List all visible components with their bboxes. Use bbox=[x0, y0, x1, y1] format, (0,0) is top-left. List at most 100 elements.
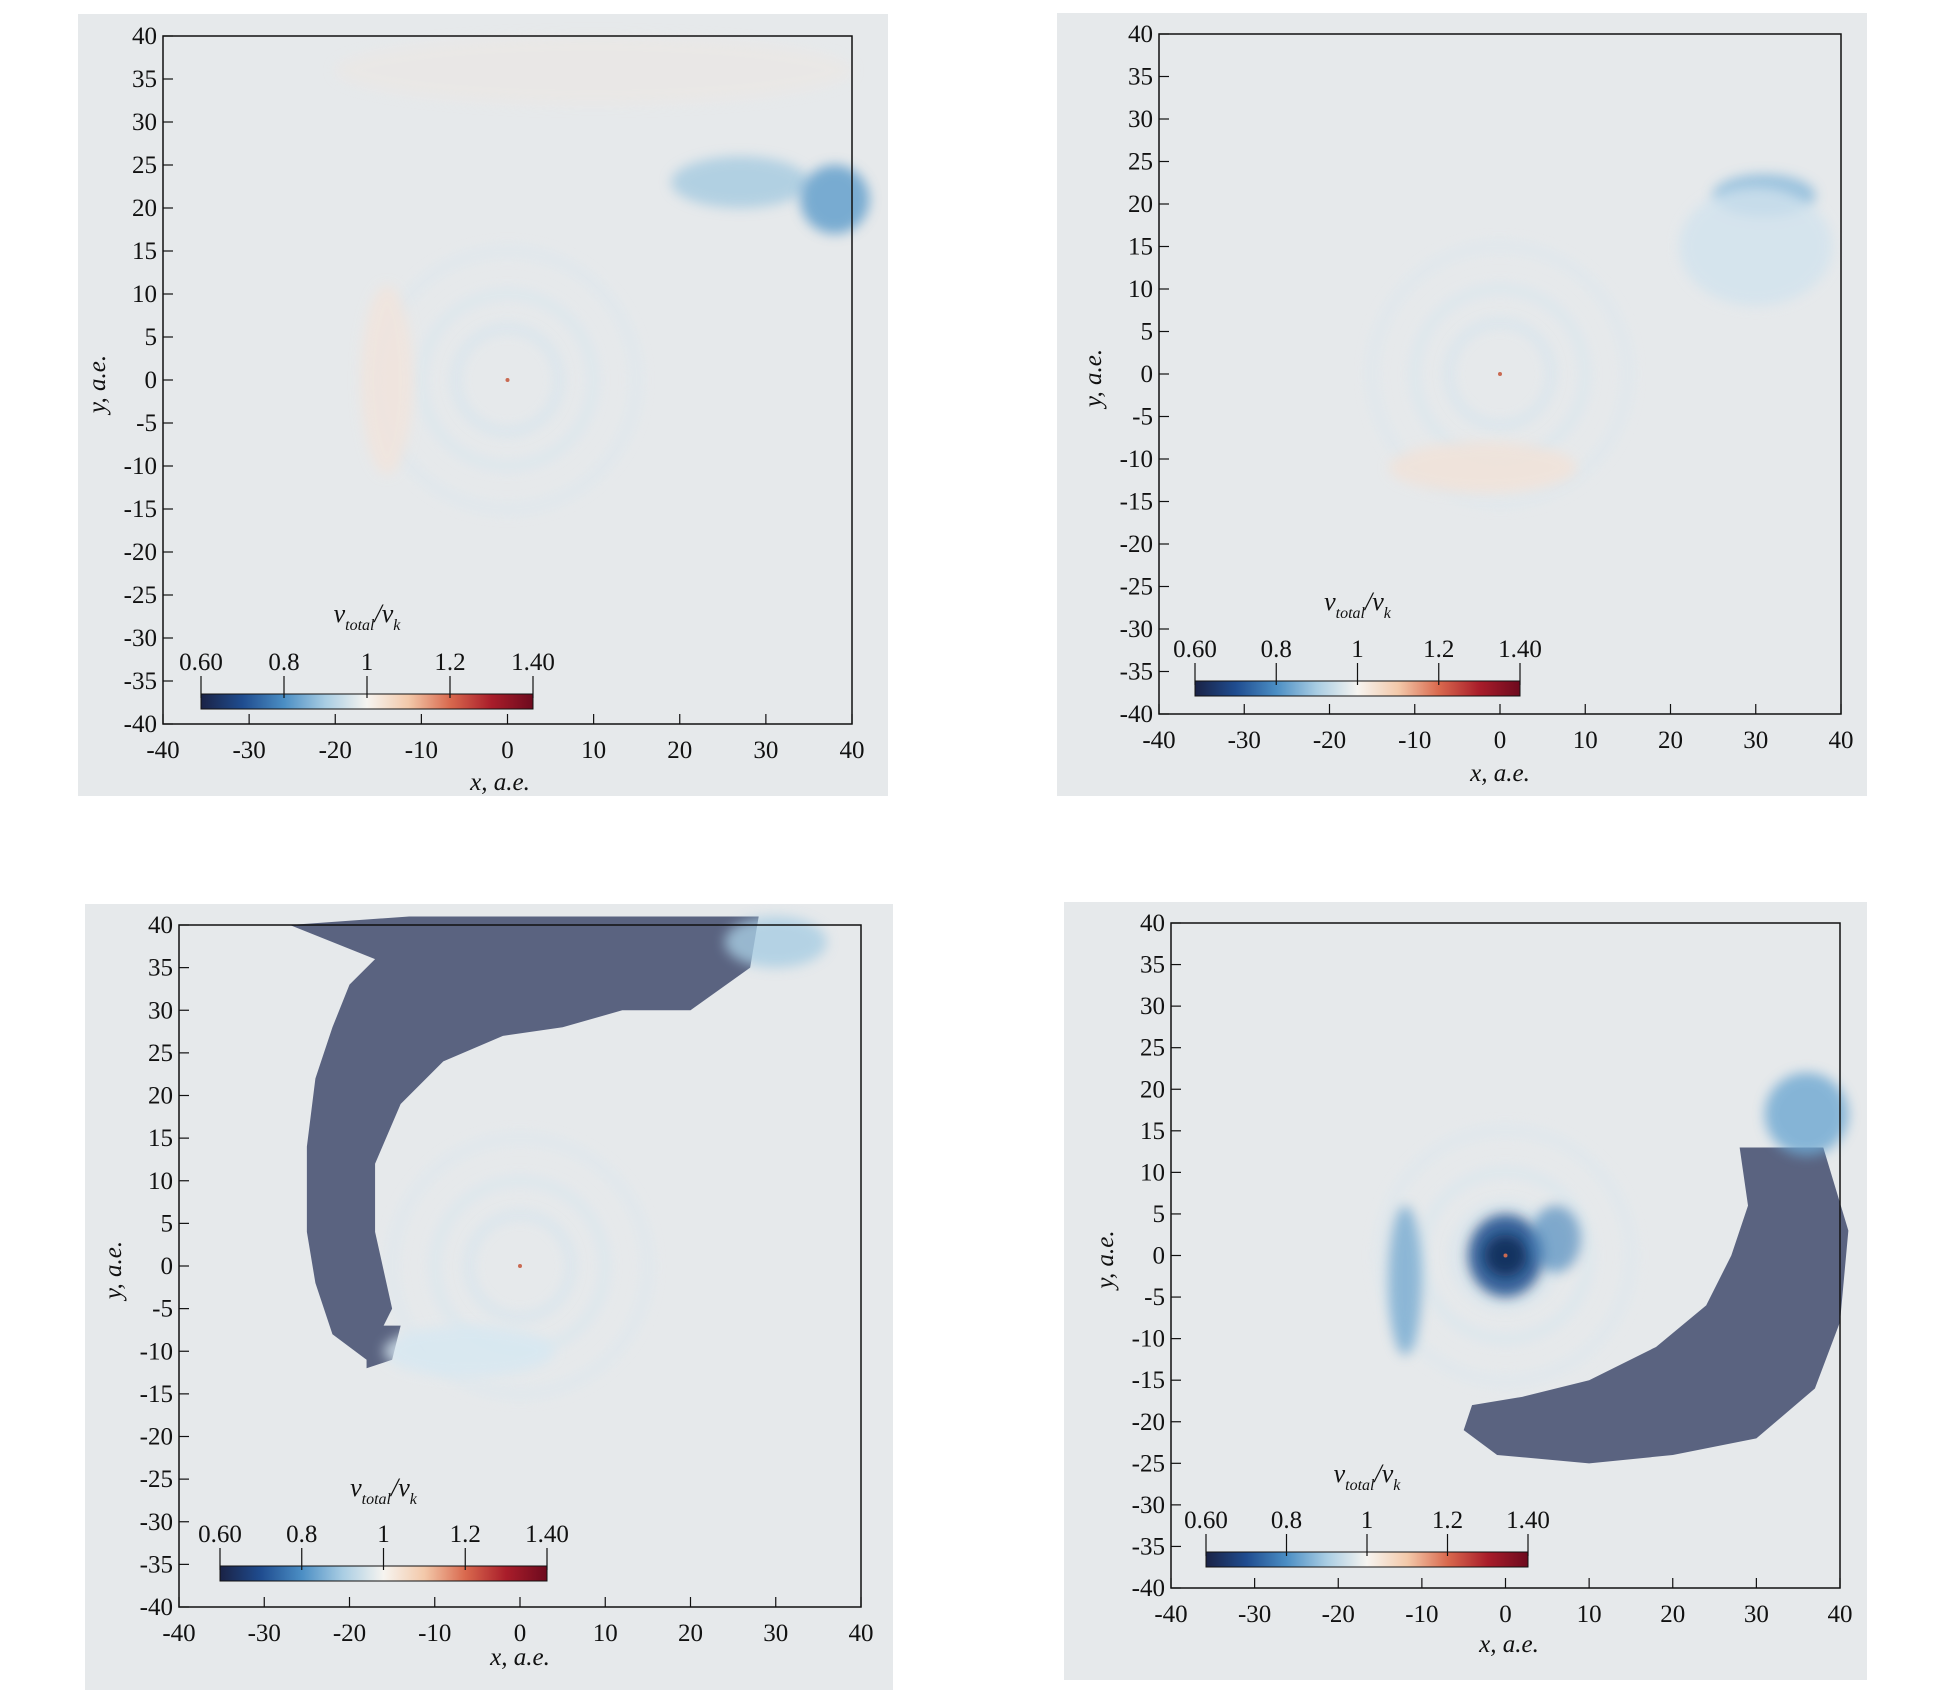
panel-top-right: 40 35 30 25 20 15 10 5 0 -5 -10 -15 -20 -25 -30 -35 -40-… bbox=[1057, 13, 1867, 796]
y-tick-label: -5 bbox=[1144, 1284, 1165, 1311]
y-tick-label: 20 bbox=[148, 1083, 173, 1110]
colorbar-tick-label: 1.2 bbox=[450, 1521, 481, 1548]
x-axis-label: x, a.e. bbox=[1478, 1631, 1539, 1658]
velocity-arc bbox=[383, 1325, 555, 1377]
spiral-ring bbox=[387, 1133, 653, 1399]
colorbar-tick-label: 1.40 bbox=[525, 1521, 569, 1548]
masked-region bbox=[1463, 1147, 1849, 1464]
x-tick-label: 0 bbox=[1499, 1601, 1512, 1628]
y-tick-label: 5 bbox=[1153, 1201, 1166, 1228]
y-tick-label: -30 bbox=[1120, 616, 1153, 643]
panel-top-left: 40 35 30 25 20 15 10 5 0 -5 -10 -15 -20 -25 -30 -35 -40-… bbox=[78, 14, 888, 796]
y-tick-label: 25 bbox=[148, 1040, 173, 1067]
y-tick-label: 35 bbox=[1140, 952, 1165, 979]
y-tick-label: -35 bbox=[140, 1551, 173, 1578]
x-tick-label: -40 bbox=[162, 1620, 195, 1647]
y-tick-label: -20 bbox=[124, 539, 157, 566]
y-tick-label: 25 bbox=[1128, 149, 1153, 176]
x-tick-label: -10 bbox=[418, 1620, 451, 1647]
velocity-blob bbox=[724, 916, 827, 968]
x-tick-label: 30 bbox=[1744, 1601, 1769, 1628]
y-tick-label: 10 bbox=[1128, 276, 1153, 303]
field-layer bbox=[289, 916, 827, 1399]
field-layer bbox=[335, 36, 870, 515]
field-layer bbox=[1367, 174, 1833, 507]
x-tick-label: -10 bbox=[1398, 727, 1431, 754]
x-tick-label: 30 bbox=[753, 737, 778, 764]
spiral-ring bbox=[1445, 319, 1555, 429]
y-tick-label: -5 bbox=[136, 410, 157, 437]
x-tick-label: 10 bbox=[581, 737, 606, 764]
x-axis-label: x, a.e. bbox=[489, 1644, 550, 1671]
x-tick-label: 20 bbox=[667, 737, 692, 764]
central-star bbox=[1498, 372, 1502, 376]
x-tick-label: 20 bbox=[678, 1620, 703, 1647]
y-tick-label: 20 bbox=[1128, 191, 1153, 218]
y-tick-label: 10 bbox=[1140, 1159, 1165, 1186]
y-tick-label: -25 bbox=[140, 1466, 173, 1493]
y-tick-label: -35 bbox=[1132, 1533, 1165, 1560]
x-tick-label: -30 bbox=[248, 1620, 281, 1647]
y-tick-label: 0 bbox=[161, 1253, 174, 1280]
y-tick-label: -30 bbox=[140, 1509, 173, 1536]
central-star bbox=[1503, 1253, 1508, 1258]
colorbar-tick-label: 1.40 bbox=[1498, 636, 1542, 663]
x-tick-label: -10 bbox=[1405, 1601, 1438, 1628]
velocity-arc bbox=[361, 285, 413, 475]
velocity-blob bbox=[671, 156, 809, 208]
y-tick-label: 35 bbox=[132, 66, 157, 93]
velocity-arc bbox=[1389, 442, 1577, 493]
y-tick-label: -40 bbox=[124, 711, 157, 738]
y-tick-label: -10 bbox=[124, 453, 157, 480]
y-tick-label: -5 bbox=[1132, 404, 1153, 431]
spiral-ring bbox=[1417, 1167, 1594, 1344]
y-tick-label: -30 bbox=[124, 625, 157, 652]
y-tick-label: -10 bbox=[1132, 1326, 1165, 1353]
x-tick-label: 40 bbox=[840, 737, 865, 764]
y-tick-label: -15 bbox=[140, 1381, 173, 1408]
y-tick-label: -10 bbox=[1120, 446, 1153, 473]
y-tick-label: -30 bbox=[1132, 1492, 1165, 1519]
y-tick-label: -25 bbox=[124, 582, 157, 609]
x-tick-label: 0 bbox=[1494, 727, 1507, 754]
spiral-ring bbox=[465, 1211, 575, 1321]
y-tick-label: -20 bbox=[1132, 1409, 1165, 1436]
y-tick-label: 25 bbox=[132, 152, 157, 179]
x-tick-label: -40 bbox=[1142, 727, 1175, 754]
x-tick-label: 10 bbox=[1577, 1601, 1602, 1628]
plot-svg: 4035302520151050-5-10-15-20-25-30-35-40-… bbox=[1080, 21, 1854, 787]
x-tick-label: 40 bbox=[1829, 727, 1854, 754]
y-tick-label: -40 bbox=[140, 1594, 173, 1621]
plot-svg: 4035302520151050-5-10-15-20-25-30-35-40-… bbox=[84, 23, 870, 796]
y-tick-label: -40 bbox=[1132, 1575, 1165, 1602]
x-tick-label: 40 bbox=[849, 1620, 874, 1647]
x-tick-label: 30 bbox=[763, 1620, 788, 1647]
velocity-blob bbox=[1530, 1205, 1581, 1273]
colorbar-tick-label: 0.60 bbox=[198, 1521, 242, 1548]
colorbar-title: vtotal/vk bbox=[1334, 1459, 1402, 1494]
x-tick-label: -20 bbox=[1313, 727, 1346, 754]
x-axis-label: x, a.e. bbox=[1469, 760, 1530, 787]
spiral-ring bbox=[1367, 241, 1633, 507]
colorbar-tick-label: 0.8 bbox=[1271, 1507, 1302, 1534]
y-axis-label: y, a.e. bbox=[100, 1241, 127, 1302]
colorbar-tick-label: 0.8 bbox=[268, 649, 299, 676]
colorbar-tick-label: 1 bbox=[1351, 636, 1364, 663]
y-tick-label: 10 bbox=[148, 1168, 173, 1195]
spiral-ring bbox=[452, 325, 563, 435]
y-tick-label: 15 bbox=[132, 238, 157, 265]
y-tick-label: -25 bbox=[1132, 1450, 1165, 1477]
y-tick-label: 30 bbox=[1140, 993, 1165, 1020]
colorbar-tick-label: 1.2 bbox=[1432, 1507, 1463, 1534]
spiral-ring bbox=[417, 289, 598, 471]
y-tick-label: 15 bbox=[1140, 1118, 1165, 1145]
y-tick-label: -10 bbox=[140, 1338, 173, 1365]
panel-bottom-right: 40 35 30 25 20 15 10 5 0 -5 -10 -15 -20 -25 -30 -35 -40-… bbox=[1064, 902, 1867, 1680]
velocity-arc bbox=[335, 36, 852, 105]
colorbar-tick-label: 0.8 bbox=[1261, 636, 1292, 663]
y-axis-label: y, a.e. bbox=[1080, 349, 1107, 410]
y-tick-label: -35 bbox=[1120, 659, 1153, 686]
y-tick-label: -15 bbox=[124, 496, 157, 523]
x-tick-label: 30 bbox=[1743, 727, 1768, 754]
colorbar-tick-label: 1 bbox=[377, 1521, 390, 1548]
